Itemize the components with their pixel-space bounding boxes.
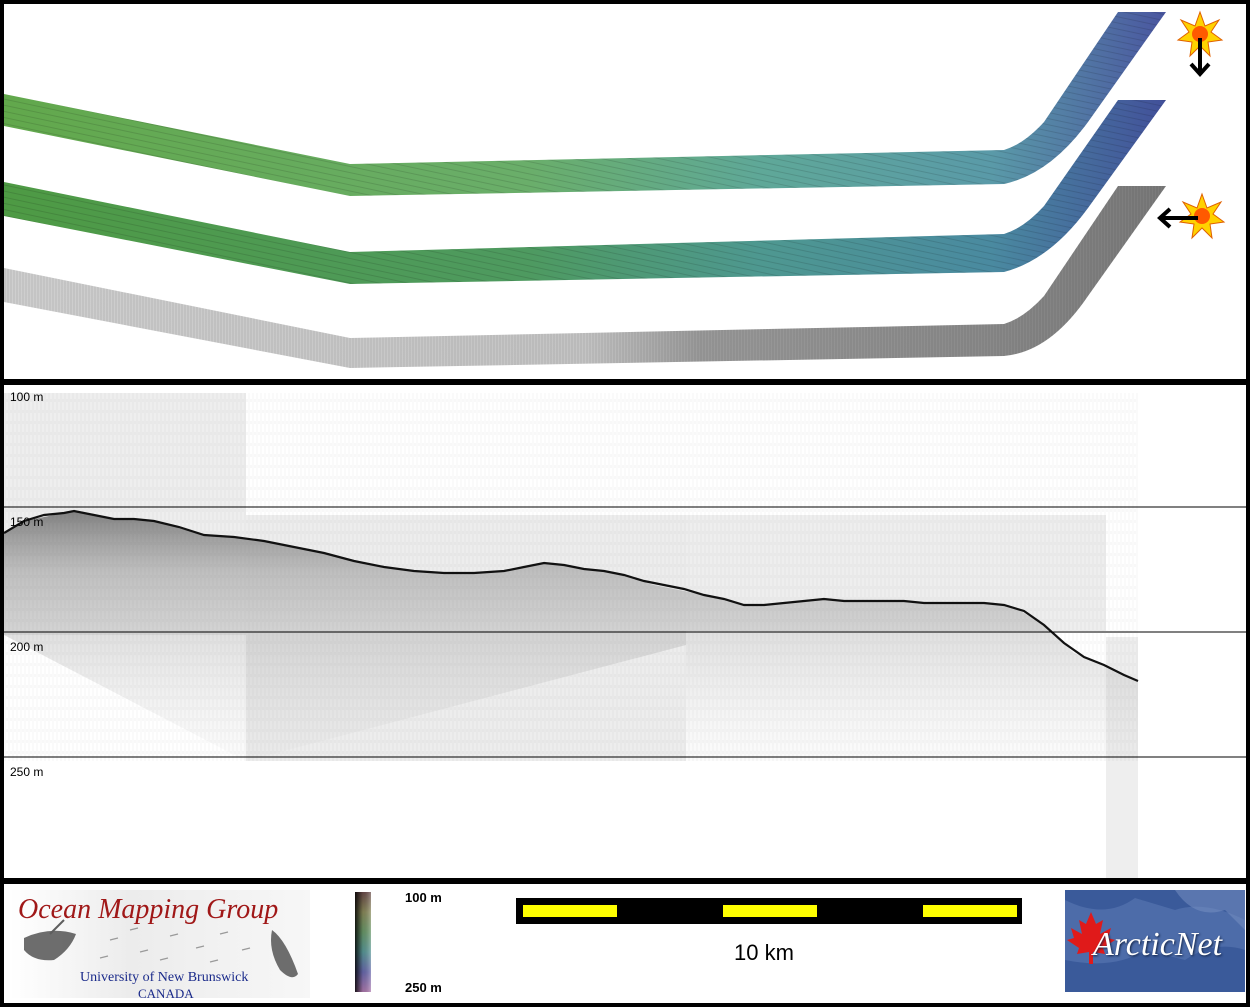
depth-label-150: 150 m	[10, 515, 44, 529]
omg-university: University of New Brunswick	[80, 970, 249, 985]
seafloor-reflector	[4, 509, 1139, 683]
scale-bar	[516, 898, 1022, 924]
depth-label-200: 200 m	[10, 640, 44, 654]
seismic-profile	[4, 393, 1246, 878]
sun-arrow-left-icon	[1157, 192, 1226, 240]
bathymetry-swath-sun-north	[4, 12, 1166, 196]
depth-label-250: 250 m	[10, 765, 44, 779]
colorbar-bottom-label: 250 m	[405, 980, 442, 995]
omg-country: CANADA	[138, 986, 194, 1001]
arcticnet-text: ArcticNet	[1093, 926, 1223, 963]
swath-strips	[4, 10, 1226, 368]
depth-colorbar	[355, 892, 371, 992]
subbottom-profile-panel: 100 m 150 m 200 m 250 m	[4, 385, 1246, 878]
sonar-vessel-icon	[24, 919, 298, 978]
scale-bar-label: 10 km	[734, 940, 794, 965]
arcticnet-logo: ArcticNet	[1065, 890, 1245, 992]
ocean-mapping-group-logo: Ocean Mapping Group University of New Br…	[10, 890, 310, 1001]
depth-label-100: 100 m	[10, 390, 44, 404]
omg-title: Ocean Mapping Group	[18, 894, 279, 925]
colorbar-top-label: 100 m	[405, 890, 442, 905]
bathymetry-swath-sun-east	[4, 100, 1166, 284]
legend-panel: Ocean Mapping Group University of New Br…	[4, 884, 1246, 1003]
maple-leaf-icon	[1065, 890, 1245, 964]
sun-arrow-down-icon	[1176, 10, 1224, 77]
bathymetry-panel	[4, 4, 1246, 379]
